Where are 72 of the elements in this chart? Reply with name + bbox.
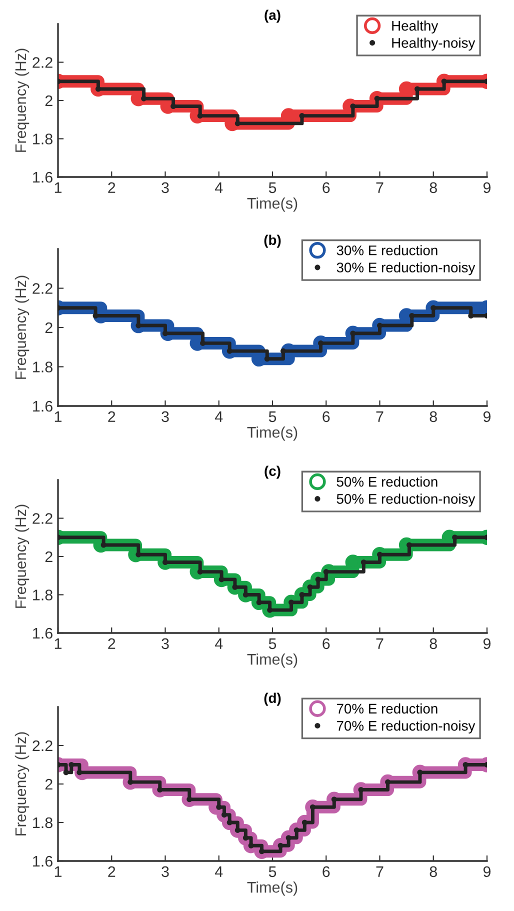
legend-label: 30% E reduction-noisy — [336, 262, 476, 276]
x-tick-label: 3 — [162, 182, 169, 194]
x-tick-label: 4 — [214, 638, 223, 649]
x-tick-label: 4 — [214, 866, 223, 877]
x-tick-label: 8 — [430, 638, 437, 650]
y-tick-label: 1.8 — [33, 590, 52, 600]
x-tick-label: 5 — [268, 411, 276, 422]
y-tick-label: 1.8 — [33, 817, 52, 828]
y-axis-title: Frequency (Hz) — [14, 48, 30, 152]
x-axis-title: Time(s) — [247, 881, 298, 896]
y-tick-label: 2 — [45, 95, 52, 106]
y-axis-title: Frequency (Hz) — [14, 732, 30, 836]
x-tick-label: 3 — [162, 638, 169, 650]
legend-label: 70% E reduction-noisy — [336, 720, 476, 734]
x-tick-label: 9 — [483, 411, 491, 422]
y-axis-title: Frequency (Hz) — [14, 276, 30, 379]
chart-title: (d) — [264, 692, 281, 706]
x-tick-label: 5 — [268, 866, 276, 878]
x-tick-label: 1 — [54, 638, 62, 649]
x-tick-label: 7 — [376, 182, 384, 193]
y-tick-label: 2.2 — [32, 283, 52, 294]
y-tick-label: 2.2 — [32, 57, 52, 68]
y-tick-label: 2.2 — [32, 740, 52, 752]
legend-label: Healthy-noisy — [392, 38, 476, 51]
legend-label: 50% E reduction — [336, 476, 438, 487]
x-tick-label: 1 — [54, 411, 62, 422]
x-tick-label: 5 — [268, 182, 276, 194]
x-tick-label: 6 — [322, 638, 330, 650]
y-axis-title: Frequency (Hz) — [14, 504, 30, 608]
legend-label: 50% E reduction-noisy — [336, 494, 476, 507]
x-tick-label: 1 — [54, 866, 62, 877]
x-tick-label: 6 — [322, 182, 330, 194]
y-tick-label: 2.2 — [32, 513, 52, 524]
legend-label: 70% E reduction — [336, 703, 438, 714]
x-tick-label: 8 — [430, 411, 437, 422]
chart-title: (a) — [264, 10, 280, 23]
y-tick-label: 1.8 — [33, 134, 52, 144]
x-tick-label: 4 — [214, 182, 223, 193]
x-tick-label: 1 — [54, 182, 62, 193]
x-tick-label: 4 — [214, 411, 223, 422]
x-tick-label: 8 — [430, 866, 437, 878]
x-tick-label: 3 — [162, 866, 169, 878]
y-tick-label: 1.6 — [33, 628, 52, 639]
x-tick-label: 2 — [108, 411, 116, 422]
y-tick-label: 2 — [45, 322, 52, 334]
x-tick-label: 9 — [483, 866, 491, 878]
y-tick-label: 1.6 — [33, 172, 52, 183]
x-tick-label: 2 — [108, 866, 116, 877]
x-tick-label: 9 — [483, 182, 491, 194]
x-tick-label: 2 — [108, 638, 116, 649]
x-tick-label: 6 — [322, 866, 330, 878]
y-tick-label: 1.6 — [33, 856, 52, 867]
legend-label: Healthy — [392, 20, 438, 34]
chart-title: (c) — [264, 466, 280, 479]
y-tick-label: 1.6 — [33, 400, 52, 412]
x-tick-label: 7 — [376, 411, 384, 422]
x-tick-label: 6 — [322, 411, 330, 422]
y-tick-label: 2 — [45, 551, 52, 562]
y-tick-label: 2 — [45, 778, 52, 790]
x-axis-title: Time(s) — [247, 653, 298, 668]
legend-label: 30% E reduction — [336, 245, 438, 256]
x-axis-title: Time(s) — [247, 197, 298, 212]
x-tick-label: 3 — [162, 411, 169, 422]
x-tick-label: 7 — [376, 638, 384, 649]
x-tick-label: 8 — [430, 182, 437, 194]
chart-title: (b) — [264, 234, 281, 248]
x-axis-title: Time(s) — [247, 426, 298, 441]
y-tick-label: 1.8 — [33, 362, 52, 372]
x-tick-label: 5 — [268, 638, 276, 650]
x-tick-label: 7 — [376, 866, 384, 877]
x-tick-label: 2 — [108, 182, 116, 193]
x-tick-label: 9 — [483, 638, 491, 650]
